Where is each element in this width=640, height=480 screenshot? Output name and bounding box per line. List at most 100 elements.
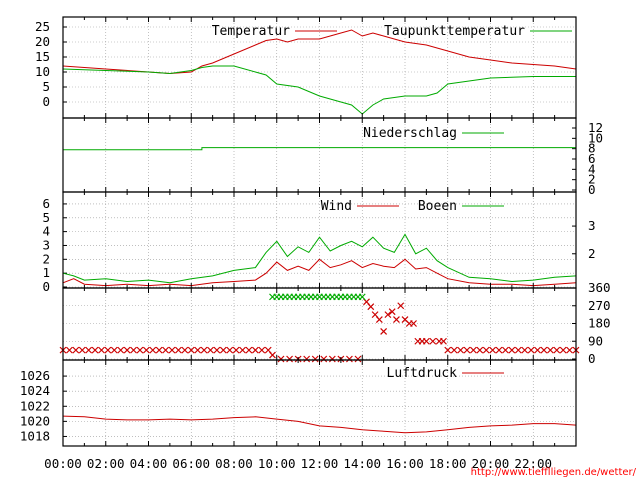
point-stroke xyxy=(251,346,259,354)
y-tick-label: 4 xyxy=(42,224,50,239)
point-stroke xyxy=(104,346,112,354)
panel-4: 360 270 180 90 0 xyxy=(59,280,611,366)
y-tick-label: 20 xyxy=(35,34,50,49)
point-stroke xyxy=(303,355,311,363)
wind-direction-point xyxy=(72,346,80,354)
point-stroke xyxy=(286,355,293,363)
wind-direction-point xyxy=(566,346,574,354)
wind-direction-point xyxy=(367,303,375,311)
point-stroke xyxy=(429,337,437,345)
y-tick-label: 1 xyxy=(42,265,50,280)
wind-direction-point xyxy=(239,346,246,354)
wind-direction-point xyxy=(142,346,150,354)
x-tick-label: 02:00 xyxy=(87,456,125,471)
wind-direction-point xyxy=(98,346,105,354)
wind-direction-point xyxy=(521,346,529,354)
wind-direction-point xyxy=(508,346,516,354)
series-line-niederschlag xyxy=(63,147,576,151)
point-stroke xyxy=(363,298,370,306)
wind-direction-point xyxy=(123,346,131,354)
wind-direction-point xyxy=(207,346,214,354)
wind-direction-point xyxy=(482,346,490,354)
wind-direction-point xyxy=(78,346,86,354)
point-stroke xyxy=(546,346,554,354)
legend-label: Wind xyxy=(321,199,352,214)
point-stroke xyxy=(328,355,336,363)
y-tick-label: 180 xyxy=(588,316,611,331)
point-stroke xyxy=(207,346,214,354)
point-stroke xyxy=(320,355,328,363)
wind-direction-point xyxy=(251,346,259,354)
x-tick-label: 16:00 xyxy=(386,456,424,471)
wind-direction-point xyxy=(213,346,221,354)
wind-direction-point xyxy=(187,346,195,354)
x-tick-label: 04:00 xyxy=(130,456,168,471)
point-stroke xyxy=(502,346,509,354)
point-stroke xyxy=(219,346,227,354)
point-stroke xyxy=(142,346,150,354)
x-tick-label: 22:00 xyxy=(514,456,552,471)
wind-direction-point xyxy=(91,346,99,354)
point-stroke xyxy=(358,293,366,301)
wind-direction-point xyxy=(444,346,452,354)
point-stroke xyxy=(354,355,362,363)
wind-direction-point xyxy=(194,346,202,354)
point-stroke xyxy=(527,346,535,354)
x-tick-label: 00:00 xyxy=(44,456,82,471)
wind-direction-point xyxy=(117,346,125,354)
wind-direction-point xyxy=(155,346,163,354)
y-tick-label: 6 xyxy=(588,151,596,166)
point-stroke xyxy=(213,346,221,354)
point-stroke xyxy=(181,346,189,354)
point-stroke xyxy=(72,346,80,354)
wind-direction-point xyxy=(277,355,285,363)
wind-direction-point xyxy=(457,346,464,354)
wind-direction-point xyxy=(226,346,234,354)
point-stroke xyxy=(130,346,137,354)
wind-direction-point xyxy=(422,337,430,345)
wind-direction-point xyxy=(553,346,561,354)
point-stroke xyxy=(85,346,93,354)
y-tick-label: 1026 xyxy=(20,368,50,383)
x-tick-label: 10:00 xyxy=(258,456,296,471)
y-tick-label: 5 xyxy=(42,210,50,225)
point-stroke xyxy=(155,346,163,354)
point-stroke xyxy=(78,346,86,354)
point-stroke xyxy=(91,346,99,354)
wind-direction-point xyxy=(534,346,541,354)
y-tick-label: 1024 xyxy=(20,383,50,398)
point-stroke xyxy=(277,355,285,363)
point-stroke xyxy=(508,346,516,354)
point-stroke xyxy=(444,346,452,354)
y-tick-label: 2 xyxy=(588,172,596,187)
footer-url[interactable]: http://www.tiefflliegen.de/wetter/ xyxy=(471,467,637,478)
y-tick-label: 12 xyxy=(588,120,603,135)
x-tick-label: 08:00 xyxy=(215,456,253,471)
wind-direction-point xyxy=(110,346,118,354)
point-stroke xyxy=(559,346,567,354)
point-stroke xyxy=(371,311,379,319)
wind-direction-point xyxy=(162,346,170,354)
wind-direction-point xyxy=(219,346,227,354)
point-stroke xyxy=(440,337,447,345)
point-stroke xyxy=(258,346,266,354)
wind-direction-point xyxy=(175,346,182,354)
point-stroke xyxy=(401,316,409,323)
point-stroke xyxy=(380,327,388,335)
point-stroke xyxy=(346,355,353,363)
point-stroke xyxy=(200,346,208,354)
wind-direction-point xyxy=(546,346,554,354)
wind-direction-point xyxy=(440,337,447,345)
wind-direction-point xyxy=(375,316,383,323)
point-stroke xyxy=(232,346,240,354)
wind-direction-point xyxy=(168,346,176,354)
legend-label: Temperatur xyxy=(212,24,290,39)
y-tick-label: 360 xyxy=(588,280,611,295)
wind-direction-point xyxy=(85,346,93,354)
y-tick-label: 1022 xyxy=(20,398,50,413)
point-stroke xyxy=(482,346,490,354)
point-stroke xyxy=(311,355,319,363)
point-stroke xyxy=(384,311,392,319)
wind-direction-point xyxy=(286,355,293,363)
